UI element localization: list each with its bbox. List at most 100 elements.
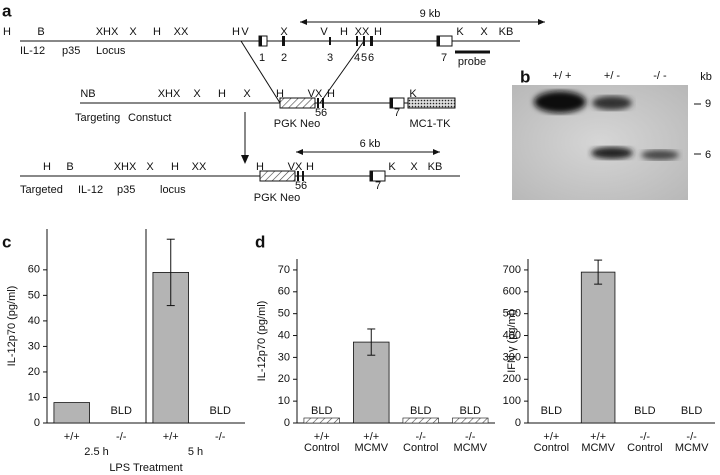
site-label: H (256, 161, 264, 173)
exon-number: 2 (281, 52, 287, 64)
x-subcategory-label: MCMV (581, 442, 615, 454)
site-label: X (243, 88, 251, 100)
x-axis-label: LPS Treatment (109, 462, 182, 474)
site-label: H (232, 26, 240, 38)
y-axis-label: IFN γ (pg/ml) (506, 309, 518, 373)
site-label: B (37, 26, 44, 38)
site-label: XHX (158, 88, 181, 100)
y-tick-label: 600 (503, 286, 521, 298)
x-tick-label: -/- (215, 431, 226, 443)
error-bar (367, 328, 376, 356)
size-marker: 9 (705, 98, 711, 110)
locus-label: IL-12 (78, 184, 103, 196)
y-tick-label: 20 (278, 373, 290, 385)
locus-label: p35 (62, 45, 80, 57)
value-label: BLD (311, 405, 332, 417)
value-label: BLD (681, 405, 702, 417)
site-label: XX (174, 26, 189, 38)
y-tick-label: 30 (278, 351, 290, 363)
error-bar (166, 238, 175, 307)
site-label: V (320, 26, 328, 38)
site-label: H (374, 26, 382, 38)
locus-label: Targeted (20, 184, 63, 196)
site-label: VX (288, 161, 303, 173)
lane-label: +/ + (553, 70, 572, 82)
y-tick-label: 0 (34, 417, 40, 429)
cassette-label: PGK Neo (254, 192, 300, 204)
x-tick-label: -/- (465, 431, 476, 443)
locus-label: Constuct (128, 112, 171, 124)
site-label: H (340, 26, 348, 38)
locus-label: Locus (96, 45, 126, 57)
y-tick-label: 10 (278, 395, 290, 407)
y-tick-label: 500 (503, 308, 521, 320)
exon-number: 7 (394, 107, 400, 119)
y-tick-label: 0 (284, 417, 290, 429)
exon-number: 7 (441, 52, 447, 64)
x-subcategory-label: Control (304, 442, 339, 454)
exon-number: 6 (321, 107, 327, 119)
lane-label: -/ - (653, 70, 667, 82)
detection-limit-bar (303, 417, 340, 424)
site-label: H (276, 88, 284, 100)
site-label: H (327, 88, 335, 100)
exon-number: 5 (295, 180, 301, 192)
y-tick-label: 40 (28, 315, 40, 327)
site-label: H (43, 161, 51, 173)
y-tick-label: 400 (503, 329, 521, 341)
exon-number: 5 (361, 52, 367, 64)
x-tick-label: +/+ (163, 431, 179, 443)
value-label: BLD (111, 405, 132, 417)
x-tick-label: +/+ (363, 431, 379, 443)
value-label: BLD (210, 405, 231, 417)
y-tick-label: 70 (278, 264, 290, 276)
y-tick-label: 300 (503, 351, 521, 363)
value-label: BLD (541, 405, 562, 417)
y-axis-label: IL-12p70 (pg/ml) (256, 301, 268, 382)
distance-label: 9 kb (420, 8, 441, 20)
x-tick-label: +/+ (543, 431, 559, 443)
group-label: 5 h (188, 446, 203, 458)
x-subcategory-label: MCMV (354, 442, 388, 454)
site-label: XHX (96, 26, 119, 38)
locus-label: Targeting (75, 112, 120, 124)
x-tick-label: +/+ (314, 431, 330, 443)
site-label: X (480, 26, 488, 38)
y-tick-label: 700 (503, 264, 521, 276)
unit-label: kb (700, 71, 712, 83)
group-label: 2.5 h (84, 446, 108, 458)
exon-number: 3 (327, 52, 333, 64)
detection-limit-bar (402, 417, 439, 424)
cassette-label: MC1-TK (410, 118, 452, 130)
site-label: K (388, 161, 396, 173)
probe-label: probe (458, 56, 486, 68)
x-tick-label: -/- (116, 431, 127, 443)
bar (53, 402, 90, 424)
detection-limit-bar (452, 417, 489, 424)
exon-number: 5 (315, 107, 321, 119)
site-label: KB (499, 26, 514, 38)
y-tick-label: 40 (278, 329, 290, 341)
value-label: BLD (410, 405, 431, 417)
value-label: BLD (634, 405, 655, 417)
blot-image (512, 85, 701, 200)
y-tick-label: 60 (28, 264, 40, 276)
error-bar (594, 259, 603, 285)
locus-label: p35 (117, 184, 135, 196)
site-label: X (146, 161, 154, 173)
site-label: XX (192, 161, 207, 173)
site-label: NB (80, 88, 95, 100)
site-label: X (193, 88, 201, 100)
site-label: B (66, 161, 73, 173)
x-tick-label: +/+ (64, 431, 80, 443)
site-label: H (306, 161, 314, 173)
site-label: KB (428, 161, 443, 173)
size-marker: 6 (705, 149, 711, 161)
x-subcategory-label: MCMV (675, 442, 709, 454)
site-label: H (3, 26, 11, 38)
exon-number: 6 (301, 180, 307, 192)
y-tick-label: 50 (28, 289, 40, 301)
x-subcategory-label: MCMV (453, 442, 487, 454)
site-label: X (410, 161, 418, 173)
